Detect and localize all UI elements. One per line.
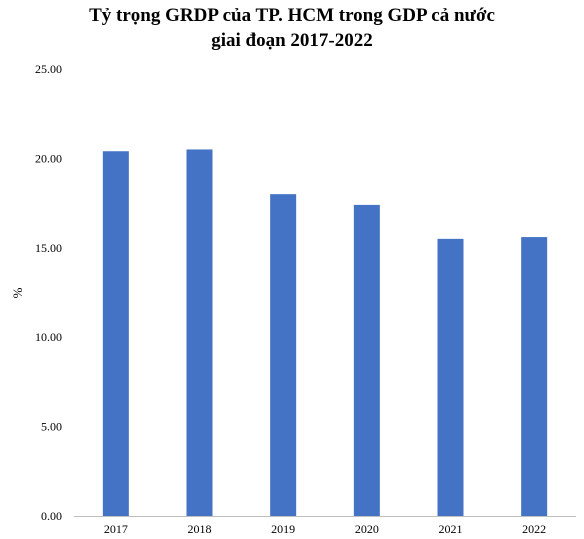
bar-2017	[102, 151, 129, 517]
bars-group	[102, 149, 548, 517]
bar-2021	[437, 238, 464, 517]
bar-2022	[521, 237, 548, 516]
x-tick-label-2017: 2017	[104, 522, 128, 536]
y-axis-ticks: 0.00 5.00 10.00 15.00 20.00 25.00	[35, 62, 62, 523]
y-tick-label: 0.00	[41, 509, 62, 523]
bar-2018	[186, 149, 213, 516]
x-tick-label-2022: 2022	[522, 522, 546, 536]
x-axis-ticks: 2017 2018 2019 2020 2021 2022	[104, 522, 546, 536]
bar-2020	[353, 204, 380, 516]
bar-2019	[270, 194, 297, 516]
y-tick-label: 25.00	[35, 62, 62, 76]
x-tick-label-2019: 2019	[271, 522, 295, 536]
chart-title-line-1: Tỷ trọng GRDP của TP. HCM trong GDP cả n…	[89, 5, 495, 26]
chart-title-line-2: giai đoạn 2017-2022	[211, 30, 373, 51]
y-tick-label: 15.00	[35, 241, 62, 255]
y-axis-label: %	[10, 287, 25, 298]
x-tick-label-2020: 2020	[355, 522, 379, 536]
y-tick-label: 5.00	[41, 420, 62, 434]
chart-title: Tỷ trọng GRDP của TP. HCM trong GDP cả n…	[0, 3, 584, 53]
y-tick-label: 10.00	[35, 330, 62, 344]
x-tick-label-2021: 2021	[439, 522, 463, 536]
y-tick-label: 20.00	[35, 151, 62, 165]
x-tick-label-2018: 2018	[188, 522, 212, 536]
